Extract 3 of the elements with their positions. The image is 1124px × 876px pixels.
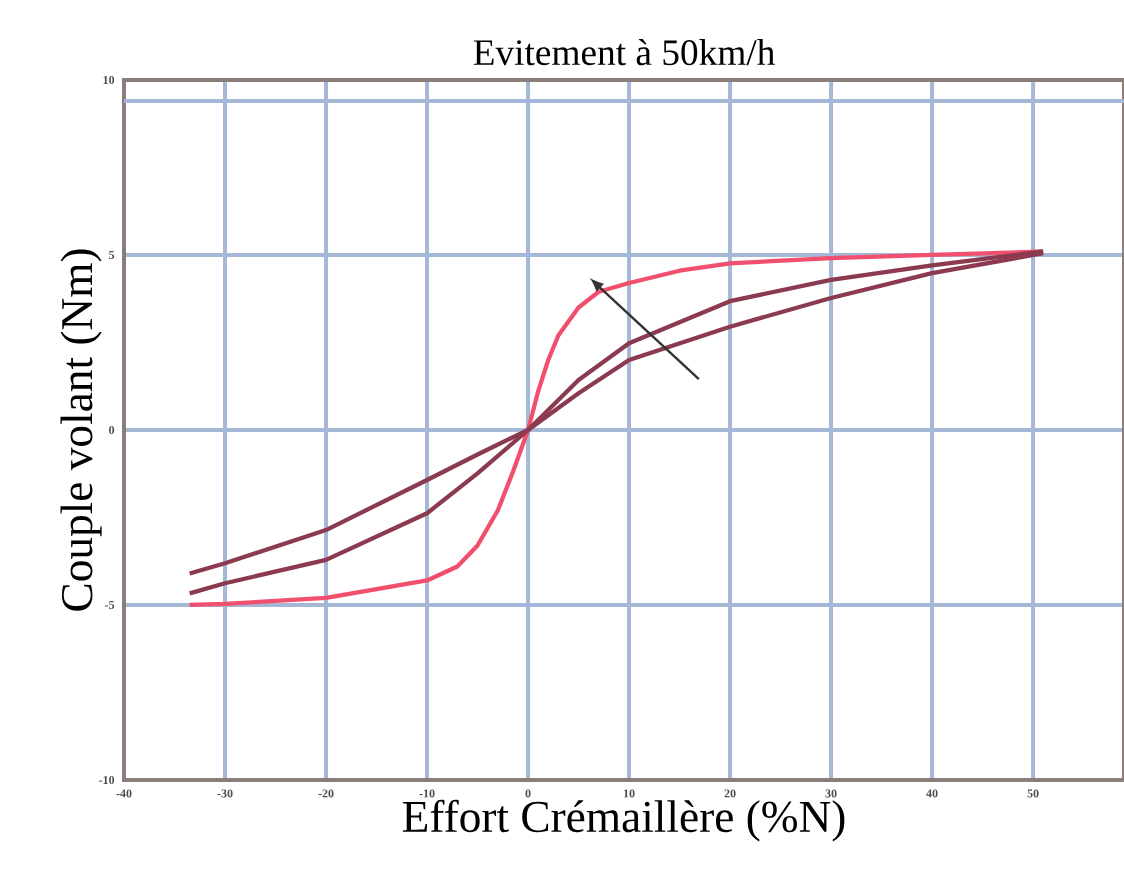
chart-title: Evitement à 50km/h <box>473 38 775 66</box>
x-axis-title: Effort Crémaillère (%N) <box>402 799 845 842</box>
y-axis-title: Couple volant (Nm) <box>60 249 102 611</box>
